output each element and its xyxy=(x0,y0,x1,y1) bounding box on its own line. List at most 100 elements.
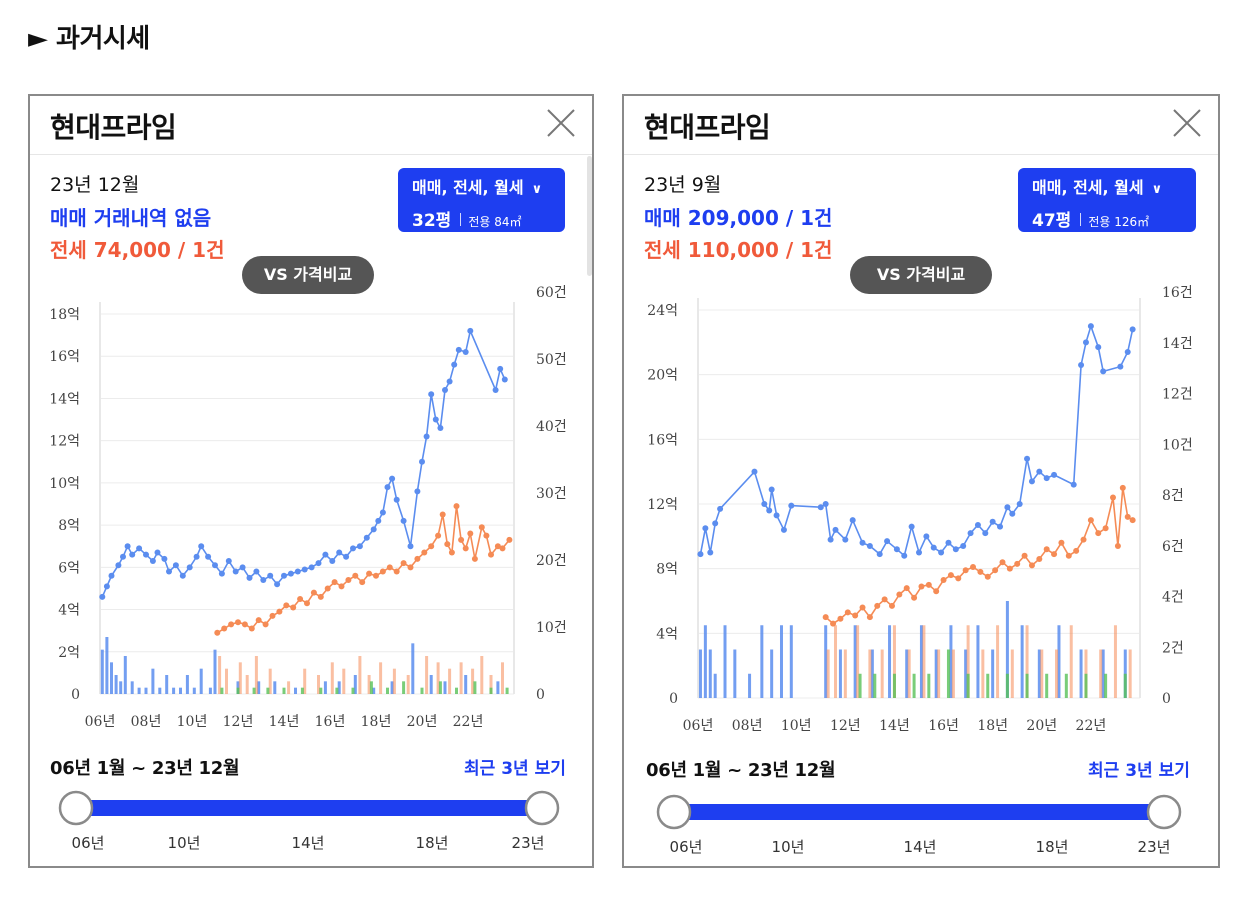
volume-bar-wolse xyxy=(966,673,970,698)
selected-period: 23년 9월 xyxy=(644,174,722,196)
x-tick-label: 08년 xyxy=(131,714,162,730)
x-tick-label: 10년 xyxy=(177,714,208,730)
series-point-sale xyxy=(186,564,193,571)
y-right-tick-label: 60건 xyxy=(536,285,567,301)
recent-3-years-link[interactable]: 최근 3년 보기 xyxy=(464,759,566,779)
period-slider[interactable]: 06년 10년 14년 18년 23년 xyxy=(624,788,1218,858)
volume-bar-sale xyxy=(110,662,113,694)
series-point-sale xyxy=(315,560,322,567)
y-right-tick-label: 10건 xyxy=(536,620,567,636)
series-point-jeonse xyxy=(1014,560,1021,567)
slider-track xyxy=(76,800,542,816)
volume-bar-wolse xyxy=(402,681,406,694)
volume-bar-wolse xyxy=(946,649,950,698)
vs-compare-button[interactable]: VS 가격비교 xyxy=(850,256,992,294)
series-point-sale xyxy=(974,522,981,529)
series-point-sale xyxy=(766,507,773,514)
series-point-sale xyxy=(1024,455,1031,462)
series-point-sale xyxy=(1095,344,1102,351)
series-point-jeonse xyxy=(467,530,474,537)
series-point-jeonse xyxy=(269,612,276,619)
volume-bar-sale xyxy=(1079,649,1083,698)
volume-bar-sale xyxy=(779,625,783,698)
series-point-sale xyxy=(103,583,110,590)
series-point-jeonse xyxy=(439,511,446,518)
series-point-sale xyxy=(884,538,891,545)
volume-bar-jeonse xyxy=(471,668,475,694)
x-tick-label: 16년 xyxy=(315,714,346,730)
volume-bar-jeonse xyxy=(951,649,955,698)
series-point-jeonse xyxy=(499,545,506,552)
series-point-sale xyxy=(712,520,719,527)
y-right-tick-label: 40건 xyxy=(536,419,567,435)
volume-bar-wolse xyxy=(986,673,990,698)
slider-handle-start xyxy=(656,794,692,830)
series-point-sale xyxy=(1028,478,1035,485)
series-point-sale xyxy=(363,534,370,541)
deal-type-selector[interactable]: 매매, 전세, 월세 ∨ 47평 전용 126㎡ xyxy=(1018,168,1196,232)
volume-bar-jeonse xyxy=(1010,649,1014,698)
series-point-sale xyxy=(287,570,294,577)
series-point-jeonse xyxy=(881,596,888,603)
series-point-sale xyxy=(1004,504,1011,511)
period-slider[interactable]: 06년 10년 14년 18년 23년 xyxy=(30,786,592,856)
series-point-jeonse xyxy=(1036,555,1043,562)
volume-bar-sale xyxy=(770,649,774,698)
series-point-jeonse xyxy=(304,600,310,607)
series-point-sale xyxy=(773,512,780,519)
deal-type-label: 매매, 전세, 월세 xyxy=(412,178,524,197)
complex-title: 현대프라임 xyxy=(50,111,177,144)
series-point-jeonse xyxy=(359,579,366,586)
series-point-jeonse xyxy=(407,564,414,571)
series-point-jeonse xyxy=(262,621,269,628)
volume-bar-jeonse xyxy=(367,675,371,694)
range-label: 06년 1월 ~ 23년 12월 xyxy=(646,760,836,781)
series-point-sale xyxy=(294,568,301,575)
series-point-jeonse xyxy=(345,577,352,583)
series-point-jeonse xyxy=(338,583,345,590)
volume-bar-jeonse xyxy=(436,662,440,694)
scrollbar[interactable] xyxy=(587,156,592,276)
price-history-card-2: 현대프라임 23년 9월 매매 209,000 / 1건 전세 110,000 … xyxy=(622,94,1220,868)
card-header: 현대프라임 xyxy=(624,96,1218,155)
series-point-sale xyxy=(99,593,106,600)
series-point-sale xyxy=(414,488,421,495)
series-point-jeonse xyxy=(962,567,969,574)
close-icon[interactable] xyxy=(544,106,578,140)
volume-bar-sale xyxy=(713,673,717,698)
series-point-sale xyxy=(982,530,989,537)
series-point-sale xyxy=(149,558,156,564)
volume-bar-sale xyxy=(760,625,764,698)
y-left-tick-label: 20억 xyxy=(647,368,678,384)
slider-handle-end xyxy=(524,790,560,826)
recent-3-years-link[interactable]: 최근 3년 보기 xyxy=(1088,761,1190,781)
volume-bar-jeonse xyxy=(826,649,830,698)
volume-bar-jeonse xyxy=(1128,649,1132,698)
series-point-sale xyxy=(329,558,336,564)
series-point-sale xyxy=(866,543,873,550)
series-point-jeonse xyxy=(421,549,428,556)
volume-bar-jeonse xyxy=(459,662,463,694)
series-point-sale xyxy=(455,346,462,353)
series-point-sale xyxy=(1051,471,1058,478)
volume-bar-sale xyxy=(158,687,162,694)
volume-bar-sale xyxy=(838,649,842,698)
volume-bar-sale xyxy=(976,625,980,698)
volume-bar-wolse xyxy=(252,687,256,694)
series-point-jeonse xyxy=(822,614,829,621)
vs-compare-button[interactable]: VS 가격비교 xyxy=(242,256,374,294)
series-point-jeonse xyxy=(352,572,359,579)
volume-bar-jeonse xyxy=(1040,649,1044,698)
series-point-jeonse xyxy=(888,602,895,609)
y-left-tick-label: 8억 xyxy=(656,562,678,578)
volume-bar-sale xyxy=(372,687,376,694)
series-point-sale xyxy=(281,572,287,579)
deal-type-selector[interactable]: 매매, 전세, 월세 ∨ 32평 전용 84㎡ xyxy=(398,168,565,232)
series-point-sale xyxy=(849,517,856,524)
y-right-tick-label: 50건 xyxy=(536,352,567,368)
volume-bar-sale xyxy=(273,681,277,694)
series-point-sale xyxy=(462,349,469,355)
close-icon[interactable] xyxy=(1170,106,1204,140)
series-point-sale xyxy=(960,543,967,550)
series-point-sale xyxy=(375,517,382,524)
